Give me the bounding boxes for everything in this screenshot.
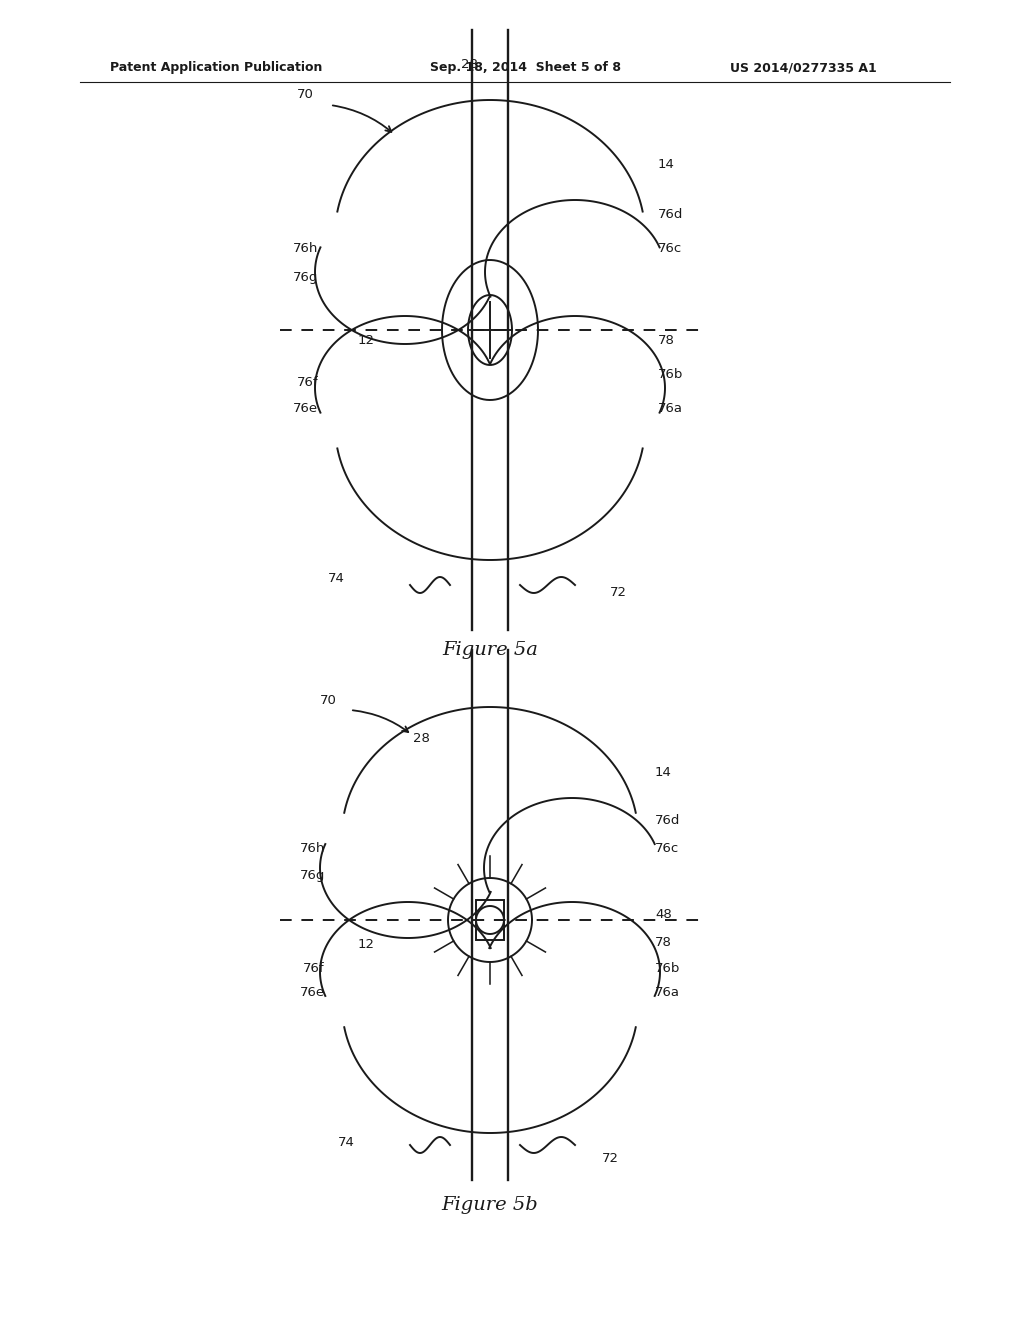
Text: 76e: 76e: [300, 986, 325, 998]
Text: 76a: 76a: [655, 986, 680, 998]
Text: 72: 72: [602, 1151, 618, 1164]
Text: 76f: 76f: [303, 961, 325, 974]
Text: Sep. 18, 2014  Sheet 5 of 8: Sep. 18, 2014 Sheet 5 of 8: [430, 62, 621, 74]
Text: 70: 70: [297, 88, 313, 102]
Text: 76d: 76d: [658, 209, 683, 222]
Text: 76c: 76c: [655, 842, 679, 854]
Text: 28: 28: [413, 731, 430, 744]
Text: Patent Application Publication: Patent Application Publication: [110, 62, 323, 74]
Text: 76a: 76a: [658, 401, 683, 414]
Text: 76h: 76h: [300, 842, 325, 854]
Text: 14: 14: [655, 766, 672, 779]
Text: 76b: 76b: [658, 368, 683, 381]
Bar: [476, 900, 504, 940]
Text: 78: 78: [655, 936, 672, 949]
Text: 14: 14: [658, 158, 675, 172]
Text: 28: 28: [461, 58, 478, 71]
Text: 76c: 76c: [658, 242, 682, 255]
Text: 12: 12: [358, 334, 375, 346]
Text: Figure 5b: Figure 5b: [441, 1196, 539, 1214]
Text: 76g: 76g: [300, 869, 325, 882]
Text: 48: 48: [655, 908, 672, 921]
Text: 12: 12: [358, 939, 375, 952]
Text: US 2014/0277335 A1: US 2014/0277335 A1: [730, 62, 877, 74]
Text: 76b: 76b: [655, 961, 680, 974]
Text: Figure 5a: Figure 5a: [442, 642, 538, 659]
Text: 72: 72: [610, 586, 627, 598]
Text: 76d: 76d: [655, 813, 680, 826]
Text: 70: 70: [319, 693, 337, 706]
Text: 76h: 76h: [293, 242, 318, 255]
Text: 78: 78: [658, 334, 675, 346]
Text: 74: 74: [328, 572, 345, 585]
Text: 76f: 76f: [296, 375, 318, 388]
Text: 76e: 76e: [293, 401, 318, 414]
Text: 76g: 76g: [293, 272, 318, 285]
Text: 74: 74: [338, 1135, 355, 1148]
